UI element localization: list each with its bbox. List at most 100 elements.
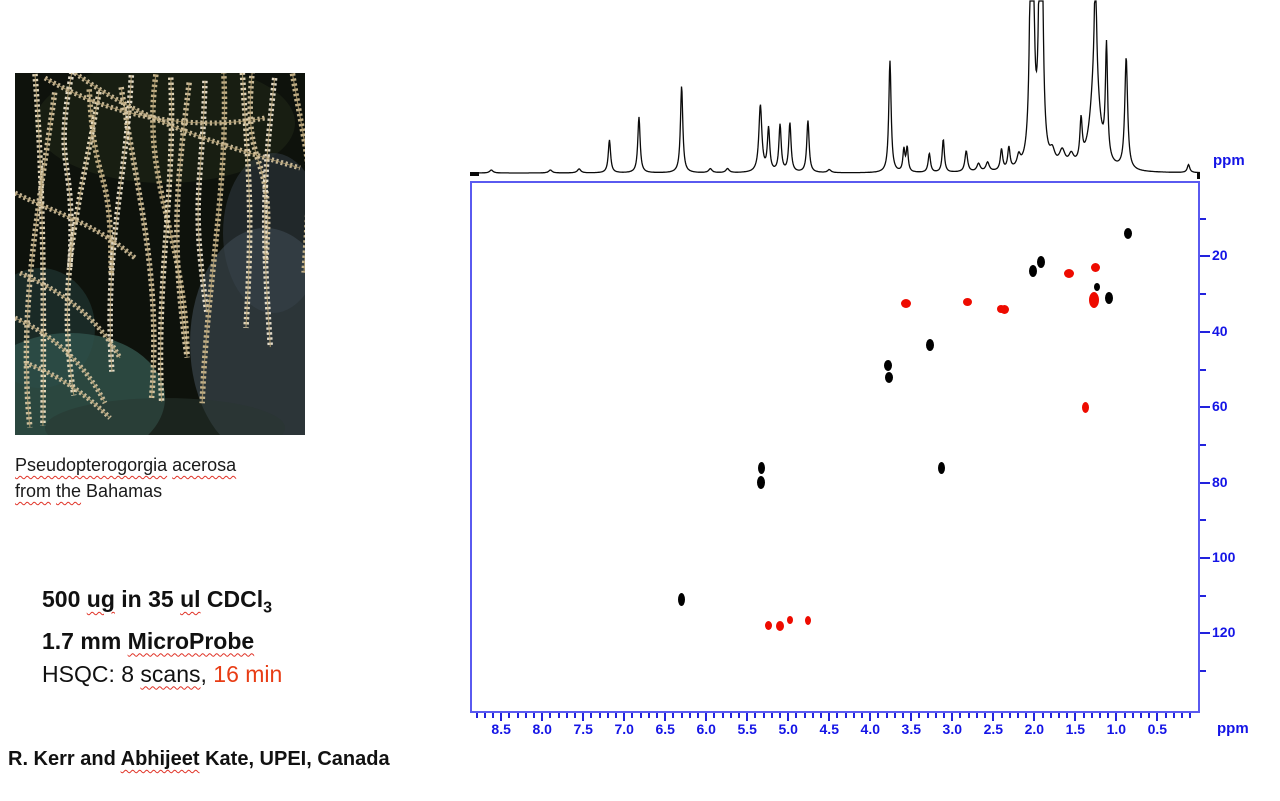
text-segment: Abhijeet (120, 748, 200, 770)
x-axis-minor-tick (1172, 713, 1175, 718)
y-axis-major-tick (1200, 557, 1210, 560)
text-segment: 3 (263, 598, 273, 617)
x-axis-tick-label: 5.0 (778, 721, 798, 737)
x-axis-minor-tick (1098, 713, 1101, 718)
x-axis-unit-label: ppm (1217, 720, 1249, 737)
x-axis-minor-tick (565, 713, 568, 718)
x-axis-minor-tick (1066, 713, 1069, 718)
coral-frond-core (44, 77, 266, 124)
proton-1d-spectrum (470, 0, 1200, 179)
y-axis-major-tick (1200, 632, 1210, 635)
x-axis-minor-tick (754, 713, 757, 718)
x-axis-tick-label: 6.0 (696, 721, 716, 737)
hsqc-peak-black (1028, 265, 1037, 278)
coral-branch-core (63, 73, 73, 269)
x-axis-minor-tick (1090, 713, 1093, 718)
caption-line-origin: from the Bahamas (15, 478, 236, 504)
hsqc-peak-black (926, 339, 935, 351)
x-axis-major-tick (828, 713, 831, 721)
x-axis-minor-tick (680, 713, 683, 718)
hsqc-peak-red (1063, 268, 1074, 278)
hsqc-peak-red (962, 297, 972, 306)
coral-frond-core (74, 73, 301, 169)
hsqc-peak-black (1123, 228, 1132, 240)
coral-branch-core (88, 89, 112, 274)
hsqc-peak-black (1036, 256, 1045, 269)
y-axis-minor-tick (1200, 594, 1206, 597)
x-axis-minor-tick (524, 713, 527, 718)
x-axis-minor-tick (1057, 713, 1060, 718)
x-axis-minor-tick (1139, 713, 1142, 718)
photo-detail (35, 73, 295, 183)
x-axis-minor-tick (1189, 713, 1192, 718)
x-axis-minor-tick (844, 713, 847, 718)
info-line-experiment: HSQC: 8 scans, 16 min (42, 658, 282, 691)
coral-branch-core (34, 73, 44, 426)
y-axis-major-tick (1200, 255, 1210, 258)
x-axis-tick-label: 4.0 (860, 721, 880, 737)
x-axis-tick-label: 1.0 (1106, 721, 1127, 737)
x-axis-minor-tick (779, 713, 782, 718)
x-axis-minor-tick (573, 713, 576, 718)
text-segment: Bahamas (81, 481, 163, 501)
x-axis-minor-tick (590, 713, 593, 718)
x-axis-minor-tick (918, 713, 921, 718)
x-axis-minor-tick (795, 713, 798, 718)
coral-photo-image (15, 73, 305, 435)
photo-detail (190, 228, 305, 435)
x-axis-minor-tick (885, 713, 888, 718)
text-segment: the (56, 481, 82, 501)
coral-branch-core (241, 73, 251, 328)
hsqc-peak-black (1093, 282, 1100, 291)
x-axis-minor-tick (811, 713, 814, 718)
hsqc-peak-red (786, 616, 793, 625)
coral-branch-core (201, 73, 226, 404)
x-axis-minor-tick (1025, 713, 1028, 718)
x-axis-minor-tick (721, 713, 724, 718)
x-axis-major-tick (951, 713, 954, 721)
x-axis-tick-label: 1.5 (1065, 721, 1086, 737)
x-axis-minor-tick (491, 713, 494, 718)
x-axis-minor-tick (1148, 713, 1151, 718)
hsqc-peak-black (757, 476, 766, 490)
photo-caption: Pseudopterogorgia acerosa from the Baham… (15, 452, 236, 504)
x-axis-minor-tick (532, 713, 535, 718)
hsqc-2d-plot (470, 181, 1200, 713)
x-axis-minor-tick (1164, 713, 1167, 718)
x-axis-tick-label: 2.5 (983, 721, 1004, 737)
x-axis-major-tick (746, 713, 749, 721)
x-axis-minor-tick (803, 713, 806, 718)
hsqc-peak-red (776, 620, 785, 631)
y-axis-tick-label: 80 (1212, 473, 1228, 490)
x-axis-minor-tick (967, 713, 970, 718)
x-axis-tick-label: 7.0 (614, 721, 634, 737)
x-axis-tick-label: 4.5 (819, 721, 839, 737)
info-line-amount: 500 ug in 35 ul CDCl3 (42, 583, 282, 625)
x-axis-minor-tick (598, 713, 601, 718)
x-axis-tick-label: 6.5 (655, 721, 675, 737)
x-axis-minor-tick (1041, 713, 1044, 718)
text-segment: Kate, UPEI, Canada (199, 748, 390, 770)
x-axis-major-tick (664, 713, 667, 721)
x-axis-minor-tick (508, 713, 511, 718)
x-axis-minor-tick (729, 713, 732, 718)
x-axis-minor-tick (984, 713, 987, 718)
x-axis-minor-tick (902, 713, 905, 718)
hsqc-peak-black (938, 461, 946, 474)
text-segment: ug (86, 586, 115, 612)
text-segment: 16 min (213, 660, 283, 687)
hsqc-peak-red (765, 621, 773, 631)
trace-end-mark (470, 172, 479, 176)
text-segment: Pseudopterogorgia (15, 455, 168, 475)
x-axis-major-tick (787, 713, 790, 721)
x-axis-minor-tick (762, 713, 765, 718)
text-segment: MicroProbe (127, 627, 255, 654)
x-axis-minor-tick (688, 713, 691, 718)
x-axis-minor-tick (631, 713, 634, 718)
y-axis-major-tick (1200, 406, 1210, 409)
x-axis-major-tick (582, 713, 585, 721)
x-axis-major-tick (910, 713, 913, 721)
x-axis-minor-tick (606, 713, 609, 718)
y-axis-tick-label: 100 (1212, 549, 1236, 566)
